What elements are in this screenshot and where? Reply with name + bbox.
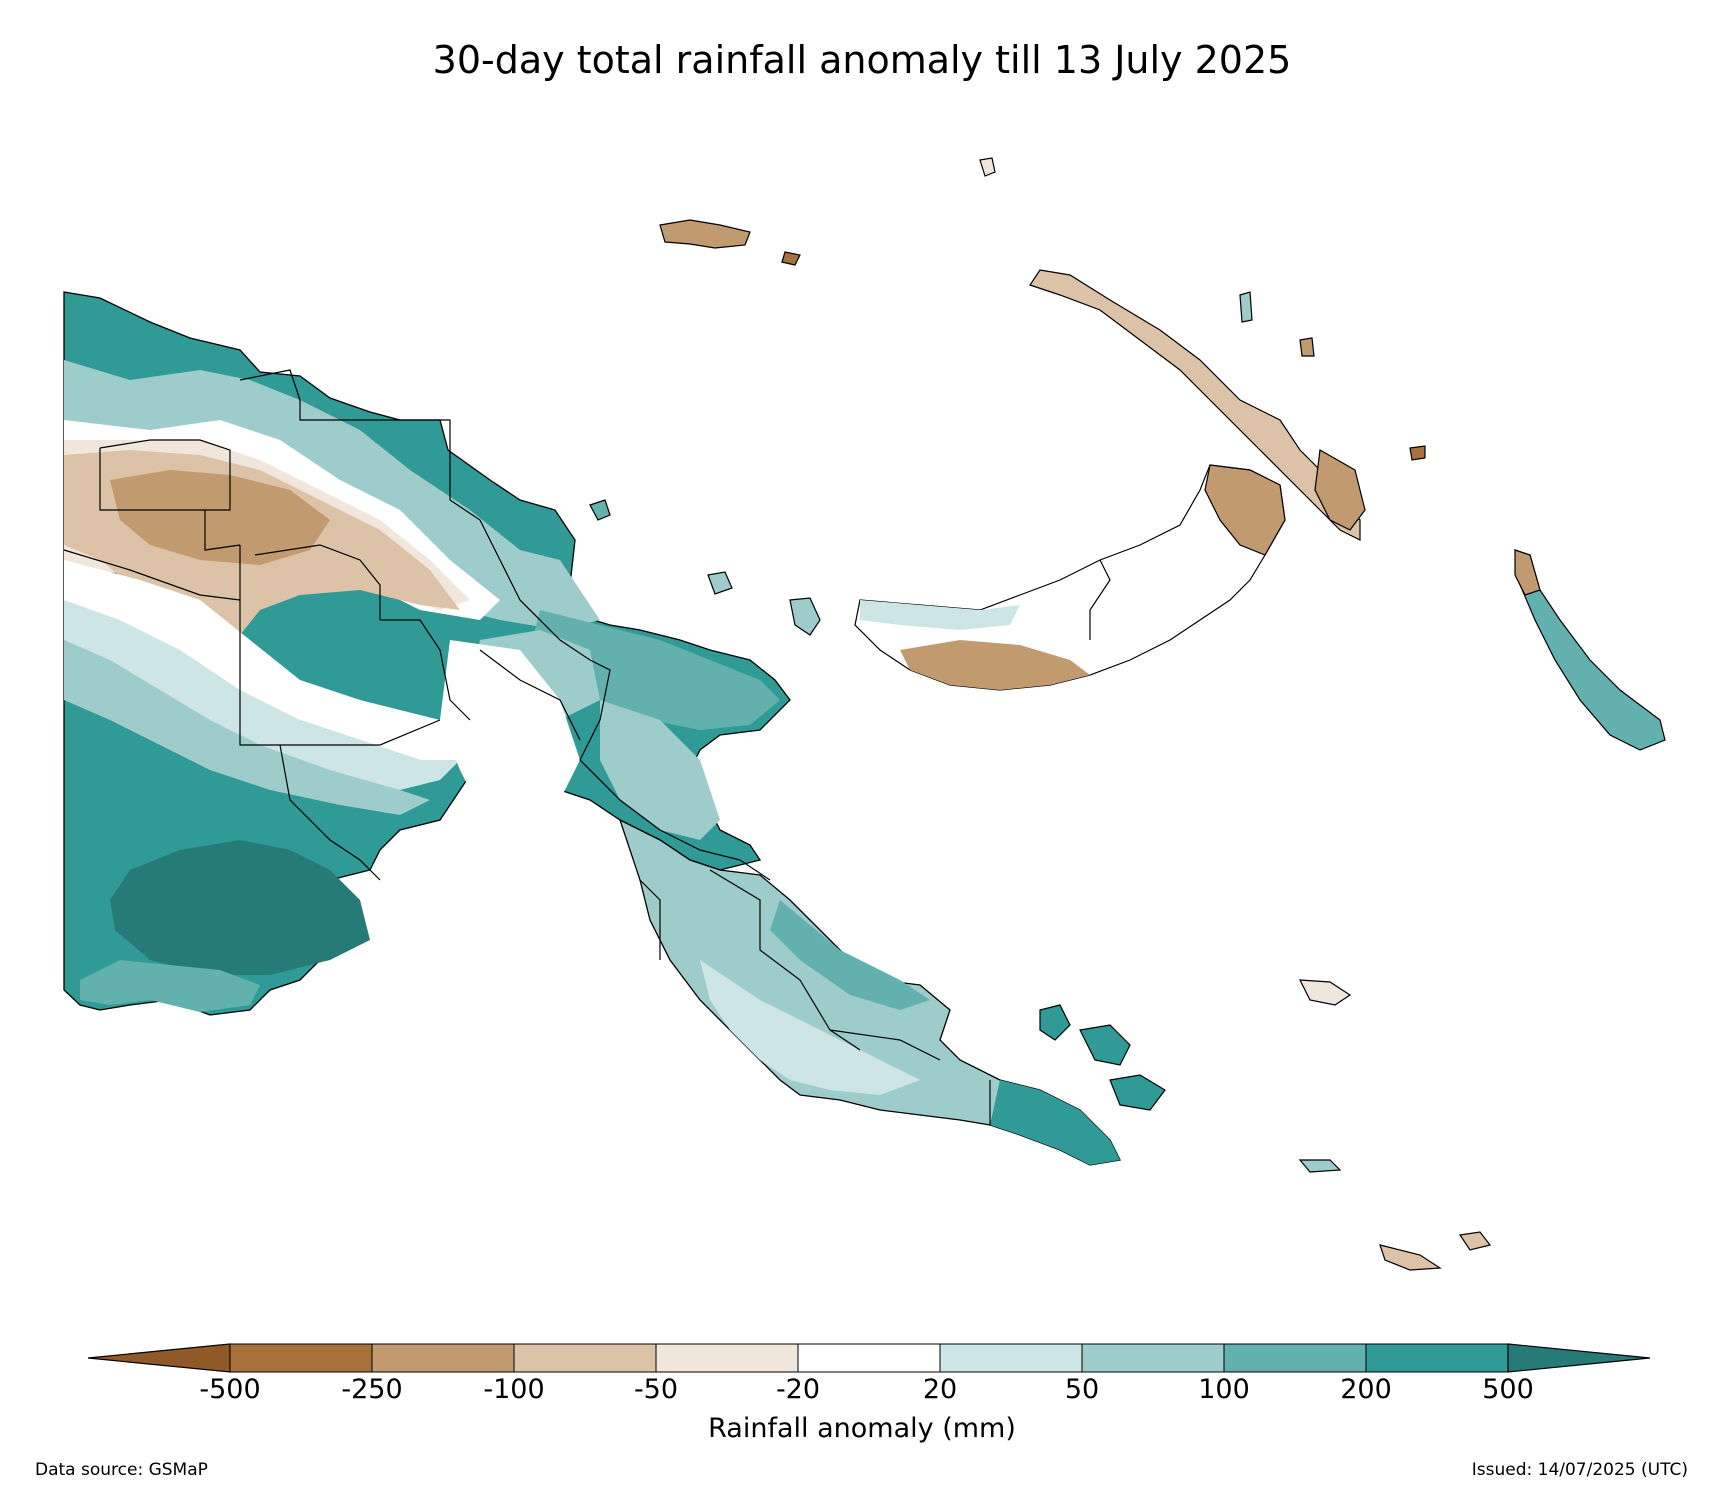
colorbar-tick-label: -20 xyxy=(776,1374,820,1400)
colorbar-tick-label: 100 xyxy=(1198,1374,1250,1400)
new-ireland-south xyxy=(1314,449,1366,531)
manus-east-islet xyxy=(781,251,801,266)
trobriand-islands xyxy=(1298,979,1352,1006)
milne-bay-200 xyxy=(990,1080,1120,1165)
karkar-island xyxy=(589,499,611,521)
long-island xyxy=(707,571,733,595)
rainfall-anomaly-map xyxy=(63,157,1666,1271)
new-britain-north-light xyxy=(860,600,1020,630)
peninsula-100-band xyxy=(770,900,930,1010)
issued-date: Issued: 14/07/2025 (UTC) xyxy=(1471,1460,1688,1480)
rossel-island xyxy=(1458,1231,1492,1251)
colorbar-tick-label: -50 xyxy=(634,1374,678,1400)
peninsula-light-band xyxy=(700,960,920,1095)
new-britain-south-brown xyxy=(900,640,1090,690)
band-south-100 xyxy=(64,640,430,815)
colorbar-segment xyxy=(797,1343,941,1373)
mainland-west-bands xyxy=(64,360,780,1012)
fergusson-island xyxy=(1079,1024,1131,1066)
normanby-island xyxy=(1109,1074,1166,1111)
mainland-east xyxy=(618,818,1121,1166)
colorbar: -500 -250 -100 -50 -20 20 50 100 200 500 xyxy=(87,1343,1651,1400)
colorbar-tick-label: 500 xyxy=(1482,1374,1534,1400)
colorbar-tick-label: -100 xyxy=(483,1374,544,1400)
goodenough-island xyxy=(1039,1004,1071,1041)
colorbar-segment xyxy=(1081,1343,1225,1373)
colorbar-extend-low xyxy=(87,1343,231,1373)
band-south-50 xyxy=(64,600,460,790)
band-fly-500 xyxy=(110,840,370,975)
manus-island xyxy=(659,219,751,249)
colorbar-tick-label: -250 xyxy=(341,1374,402,1400)
band-east-sepik-100 xyxy=(530,610,780,730)
bougainville xyxy=(1514,549,1666,751)
colorbar-tick-label: 20 xyxy=(923,1374,957,1400)
mussau-island xyxy=(979,157,996,177)
colorbar-segment xyxy=(1365,1343,1509,1373)
band-southwest-100 xyxy=(80,960,260,1012)
colorbar-extend-high xyxy=(1507,1343,1651,1373)
bougainville-north xyxy=(1514,549,1541,596)
colorbar-segment xyxy=(939,1343,1083,1373)
colorbar-segment xyxy=(655,1343,799,1373)
islands xyxy=(589,157,1666,1271)
new-britain-gazelle xyxy=(1204,464,1286,556)
colorbar-tick-label: -500 xyxy=(199,1374,260,1400)
colorbar-segment xyxy=(371,1343,515,1373)
colorbar-segment xyxy=(513,1343,657,1373)
umboi-island xyxy=(789,597,821,636)
feni-island xyxy=(1299,337,1315,357)
band-central-light xyxy=(600,700,720,840)
band-neg100-highlands xyxy=(110,470,330,565)
province-boundaries xyxy=(63,369,1111,1125)
band-south-white xyxy=(64,560,480,760)
colorbar-label: Rainfall anomaly (mm) xyxy=(708,1413,1016,1444)
colorbar-segment xyxy=(1223,1343,1367,1373)
sudest-island xyxy=(1379,1244,1442,1271)
map-title: 30-day total rainfall anomaly till 13 Ju… xyxy=(432,38,1292,82)
lihir-island xyxy=(1409,445,1426,461)
data-source: Data source: GSMaP xyxy=(35,1460,208,1480)
colorbar-segment xyxy=(229,1343,373,1373)
woodlark-island xyxy=(1298,1159,1342,1173)
colorbar-tick-label: 200 xyxy=(1340,1374,1392,1400)
band-central-white xyxy=(440,640,580,820)
tabar-island xyxy=(1239,291,1253,323)
colorbar-tick-label: 50 xyxy=(1065,1374,1099,1400)
